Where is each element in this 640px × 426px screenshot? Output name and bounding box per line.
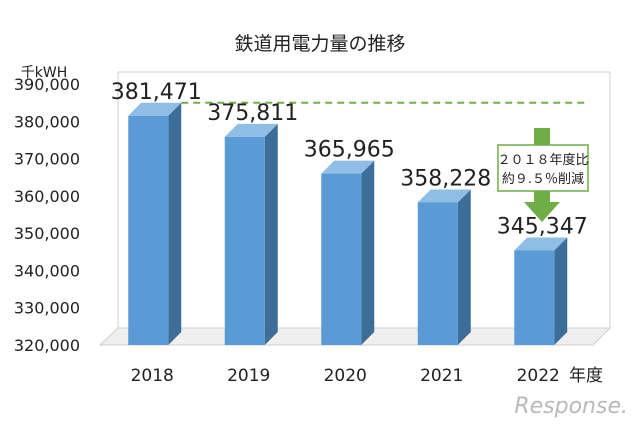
y-tick-label: 360,000	[14, 187, 80, 206]
bar-front	[224, 136, 265, 345]
x-tick-label: 2021	[420, 366, 463, 386]
bar-top	[128, 102, 182, 116]
callout-line-1: ２０１８年度比	[497, 152, 588, 168]
bar-side	[168, 102, 182, 345]
watermark: Response.	[514, 394, 628, 419]
x-tick-labels: 2018 2019 2020 2021 2022	[131, 366, 560, 386]
reduction-callout: ２０１８年度比 約９.５％削減	[497, 128, 589, 222]
bar	[224, 123, 278, 346]
data-label: 358,228	[400, 166, 491, 191]
data-label: 381,471	[111, 80, 202, 105]
bar-front	[321, 173, 362, 345]
x-tick-label: 2019	[227, 366, 270, 386]
bar-side	[361, 160, 375, 345]
data-label: 365,965	[304, 138, 395, 163]
y-tick-label: 380,000	[14, 112, 80, 131]
arrow-down-icon	[524, 191, 560, 222]
bar	[417, 189, 471, 345]
bar-top	[514, 237, 568, 251]
bar-front	[417, 202, 458, 345]
bar-top	[417, 189, 471, 203]
bar-front	[128, 115, 169, 345]
y-tick-label: 340,000	[14, 261, 80, 280]
bar-top	[321, 160, 375, 174]
x-tick-label: 2020	[324, 366, 367, 386]
y-tick-label: 370,000	[14, 150, 80, 169]
bars	[128, 102, 568, 346]
arrow-shaft	[534, 128, 550, 145]
y-axis-unit-label: 千kWH	[21, 65, 67, 81]
bar-front	[514, 250, 555, 345]
y-tick-labels: 320,000 330,000 340,000 350,000 360,000 370,0…	[14, 75, 80, 355]
x-tick-label: 2022	[517, 366, 560, 386]
x-tick-label: 2018	[131, 366, 174, 386]
bar	[321, 160, 375, 345]
y-tick-label: 350,000	[14, 224, 80, 243]
bar	[128, 102, 182, 345]
chart-title: 鉄道用電力量の推移	[234, 33, 405, 55]
x-axis-unit-label: 年度	[569, 366, 603, 386]
y-tick-label: 330,000	[14, 299, 80, 318]
y-tick-label: 390,000	[14, 75, 80, 94]
data-label: 375,811	[207, 101, 298, 126]
bar-side	[554, 237, 568, 345]
bar-side	[457, 189, 471, 345]
callout-line-2: 約９.５％削減	[502, 171, 584, 187]
bar	[514, 237, 568, 345]
y-tick-label: 320,000	[14, 336, 80, 355]
bar-top	[224, 123, 278, 137]
bar-side	[264, 123, 278, 346]
callout-box	[497, 144, 589, 192]
